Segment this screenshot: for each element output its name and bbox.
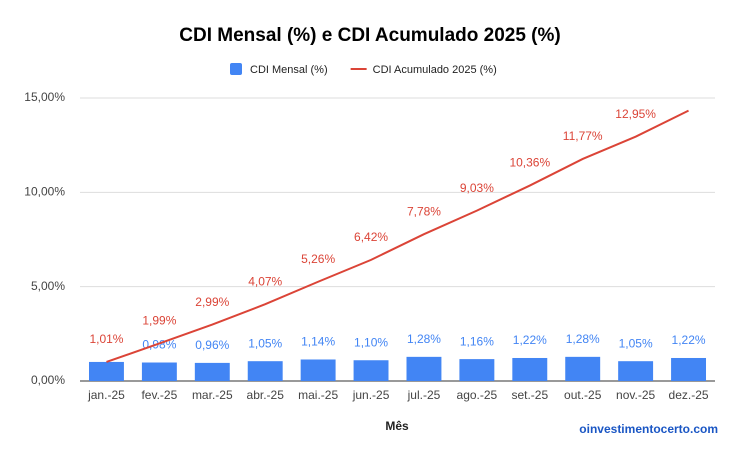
line-value-label: 5,26%	[301, 252, 335, 266]
x-tick-label: mai.-25	[298, 388, 338, 402]
bar-value-label: 1,22%	[672, 333, 706, 347]
legend-swatch	[230, 63, 242, 75]
line-value-label: 11,77%	[563, 129, 603, 143]
bar-value-label: 1,14%	[301, 335, 335, 349]
bar-value-label: 1,22%	[513, 333, 547, 347]
x-tick-label: fev.-25	[141, 388, 177, 402]
line	[106, 109, 689, 363]
bar	[88, 361, 124, 381]
y-tick-label: 5,00%	[31, 279, 65, 293]
bar	[194, 362, 230, 381]
bar	[565, 356, 601, 381]
bar-value-label: 1,28%	[566, 332, 600, 346]
bar	[618, 361, 654, 381]
line-value-label: 4,07%	[248, 274, 282, 288]
bar	[671, 357, 707, 381]
x-tick-label: ago.-25	[457, 388, 498, 402]
legend-label: CDI Mensal (%)	[250, 64, 328, 76]
x-tick-label: jul.-25	[407, 388, 441, 402]
bar	[459, 359, 495, 381]
line-value-label: 2,99%	[195, 295, 229, 309]
bar	[353, 360, 389, 381]
watermark: oinvestimentocerto.com	[579, 422, 718, 436]
bar-value-label: 1,28%	[407, 332, 441, 346]
line-value-label: 7,78%	[407, 204, 441, 218]
bar	[512, 357, 548, 381]
bar-value-label: 1,16%	[460, 334, 494, 348]
line-value-label: 1,99%	[142, 314, 176, 328]
line-value-label: 9,03%	[460, 181, 494, 195]
line-value-label: 12,95%	[615, 107, 656, 121]
y-tick-label: 10,00%	[24, 185, 65, 199]
x-tick-label: dez.-25	[669, 388, 709, 402]
x-tick-label: mar.-25	[192, 388, 233, 402]
x-tick-label: nov.-25	[616, 388, 655, 402]
y-tick-label: 15,00%	[24, 90, 65, 104]
line-value-label: 6,42%	[354, 230, 388, 244]
chart-title: CDI Mensal (%) e CDI Acumulado 2025 (%)	[179, 25, 560, 46]
line-value-label: 1,01%	[89, 332, 123, 346]
bar-value-label: 0,96%	[195, 338, 229, 352]
y-tick-label: 0,00%	[31, 373, 65, 387]
bar	[247, 361, 283, 381]
x-tick-label: out.-25	[564, 388, 602, 402]
x-tick-label: abr.-25	[247, 388, 285, 402]
bar	[300, 359, 336, 381]
bar	[406, 356, 442, 381]
x-axis-title: Mês	[385, 419, 409, 433]
bar-value-label: 1,10%	[354, 335, 388, 349]
bar-value-label: 1,05%	[619, 336, 653, 350]
legend-label: CDI Acumulado 2025 (%)	[373, 64, 497, 76]
x-tick-label: jan.-25	[87, 388, 125, 402]
bar	[141, 362, 177, 381]
x-tick-label: jun.-25	[352, 388, 390, 402]
line-value-label: 10,36%	[509, 156, 550, 170]
x-tick-label: set.-25	[511, 388, 548, 402]
bar-value-label: 1,05%	[248, 336, 282, 350]
